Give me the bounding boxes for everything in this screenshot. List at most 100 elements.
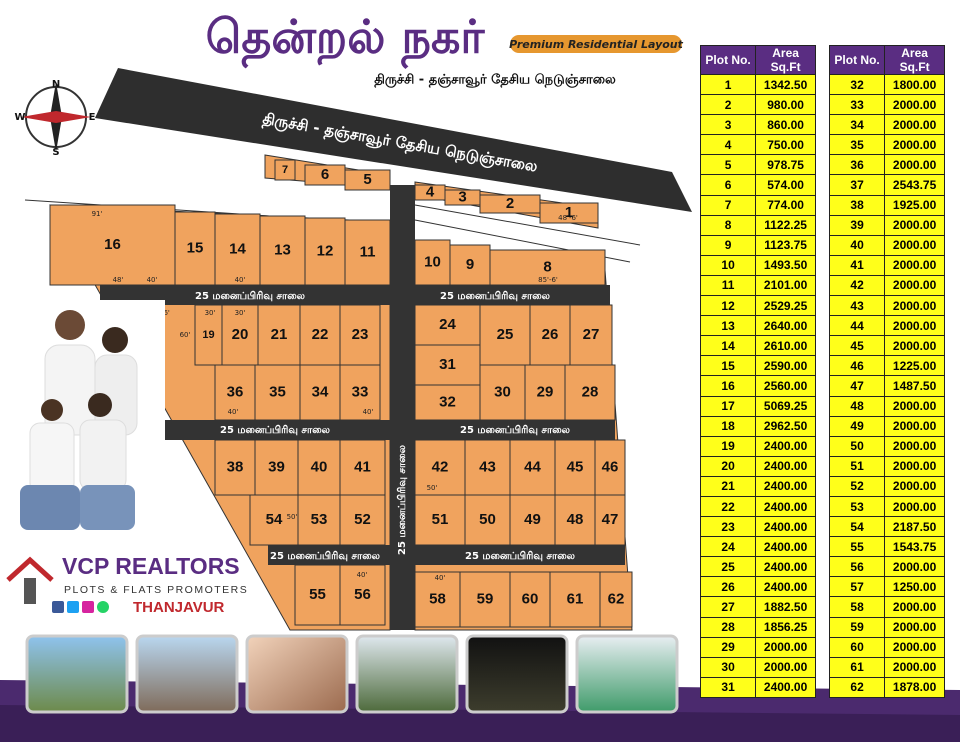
plot-number: 9 bbox=[466, 256, 474, 273]
plot-number: 46 bbox=[602, 458, 619, 475]
table-row: 10 1493.50 bbox=[699, 254, 816, 276]
plot bbox=[214, 439, 256, 496]
badge: Premium Residential Layout bbox=[509, 38, 684, 51]
area: 2543.75 bbox=[884, 174, 945, 196]
table-row: 52 2000.00 bbox=[828, 475, 945, 497]
plot-number: 20 bbox=[232, 326, 249, 343]
table-row: 25 2400.00 bbox=[699, 556, 816, 578]
area: 1342.50 bbox=[755, 73, 816, 96]
plot bbox=[509, 494, 556, 546]
plot bbox=[294, 564, 341, 626]
plot-no: 36 bbox=[828, 154, 886, 176]
plot bbox=[459, 571, 511, 628]
plot-no: 41 bbox=[828, 254, 886, 276]
plot bbox=[194, 304, 223, 366]
plot bbox=[539, 202, 599, 224]
table-row: 57 1250.00 bbox=[828, 576, 945, 598]
plot-number: 3 bbox=[458, 188, 466, 205]
area: 2000.00 bbox=[884, 214, 945, 236]
plot bbox=[339, 439, 386, 496]
road bbox=[100, 285, 390, 305]
table-row: 54 2187.50 bbox=[828, 516, 945, 538]
plot bbox=[174, 211, 216, 286]
road bbox=[390, 185, 415, 630]
plot-number: 61 bbox=[567, 590, 584, 607]
plot-number: 25 bbox=[497, 326, 514, 343]
table-row: 19 2400.00 bbox=[699, 435, 816, 457]
plot-number: 53 bbox=[311, 511, 328, 528]
plot bbox=[221, 304, 259, 366]
table-row: 44 2000.00 bbox=[828, 315, 945, 337]
plot-number: 47 bbox=[602, 511, 619, 528]
plot-number: 29 bbox=[537, 383, 554, 400]
table-row: 29 2000.00 bbox=[699, 636, 816, 658]
table-row: 6 574.00 bbox=[699, 174, 816, 196]
plot-no: 48 bbox=[828, 395, 886, 417]
plot bbox=[259, 215, 306, 286]
plot bbox=[339, 304, 381, 366]
dimension: 40' bbox=[228, 408, 239, 416]
road bbox=[415, 545, 625, 565]
plot-no: 30 bbox=[699, 656, 757, 678]
compass-letter: S bbox=[52, 147, 59, 158]
area: 2400.00 bbox=[755, 475, 816, 497]
plot-no: 35 bbox=[828, 134, 886, 156]
plot bbox=[414, 571, 461, 628]
table-row: 3 860.00 bbox=[699, 114, 816, 136]
table-row: 18 2962.50 bbox=[699, 415, 816, 437]
area: 1800.00 bbox=[884, 73, 945, 96]
plot-no: 49 bbox=[828, 415, 886, 437]
table-row: 7 774.00 bbox=[699, 194, 816, 216]
plot bbox=[449, 244, 491, 286]
area: 1856.25 bbox=[755, 616, 816, 638]
plot-no: 56 bbox=[828, 556, 886, 578]
table-row: 17 5069.25 bbox=[699, 395, 816, 417]
plot-no: 3 bbox=[699, 114, 757, 136]
plot-number: 42 bbox=[432, 458, 449, 475]
plot-no: 7 bbox=[699, 194, 757, 216]
plot-number: 1 bbox=[565, 204, 573, 221]
table-row: 61 2000.00 bbox=[828, 656, 945, 678]
plot-no: 57 bbox=[828, 576, 886, 598]
plot-number: 7 bbox=[282, 164, 288, 176]
table-row: 60 2000.00 bbox=[828, 636, 945, 658]
plot-number: 60 bbox=[522, 590, 539, 607]
plot-no: 4 bbox=[699, 134, 757, 156]
plot-no: 61 bbox=[828, 656, 886, 678]
social-icons bbox=[52, 601, 109, 613]
area: 2529.25 bbox=[755, 295, 816, 317]
plot-no: 16 bbox=[699, 375, 757, 397]
table-row: 37 2543.75 bbox=[828, 174, 945, 196]
table-row: 13 2640.00 bbox=[699, 315, 816, 337]
plot bbox=[299, 364, 341, 421]
plot-no: 18 bbox=[699, 415, 757, 437]
subtitle: திருச்சி - தஞ்சாவூர் தேசிய நெடுஞ்சாலை bbox=[374, 73, 616, 88]
plot-number: 27 bbox=[583, 326, 600, 343]
plot-no: 6 bbox=[699, 174, 757, 196]
area: 2962.50 bbox=[755, 415, 816, 437]
area: 980.00 bbox=[755, 94, 816, 116]
plot-no: 45 bbox=[828, 335, 886, 357]
plot-number: 30 bbox=[494, 383, 511, 400]
dimension: 91' bbox=[92, 210, 103, 218]
road bbox=[415, 420, 615, 440]
plot-no: 26 bbox=[699, 576, 757, 598]
area: 2000.00 bbox=[884, 556, 945, 578]
area: 1543.75 bbox=[884, 536, 945, 558]
plot-no: 54 bbox=[828, 516, 886, 538]
table-row: 34 2000.00 bbox=[828, 114, 945, 136]
plot-no: 13 bbox=[699, 315, 757, 337]
plot-number: 14 bbox=[229, 240, 246, 257]
plot-no: 17 bbox=[699, 395, 757, 417]
dimension: 40' bbox=[235, 276, 246, 284]
column-header: Area Sq.Ft bbox=[884, 45, 945, 75]
plot-number: 24 bbox=[439, 316, 456, 333]
plot-number: 4 bbox=[426, 183, 435, 200]
table-row: 36 2000.00 bbox=[828, 154, 945, 176]
area: 2400.00 bbox=[755, 455, 816, 477]
plot-number: 59 bbox=[477, 590, 494, 607]
plot-no: 23 bbox=[699, 516, 757, 538]
table-row: 43 2000.00 bbox=[828, 295, 945, 317]
table-row: 48 2000.00 bbox=[828, 395, 945, 417]
road bbox=[165, 420, 390, 440]
